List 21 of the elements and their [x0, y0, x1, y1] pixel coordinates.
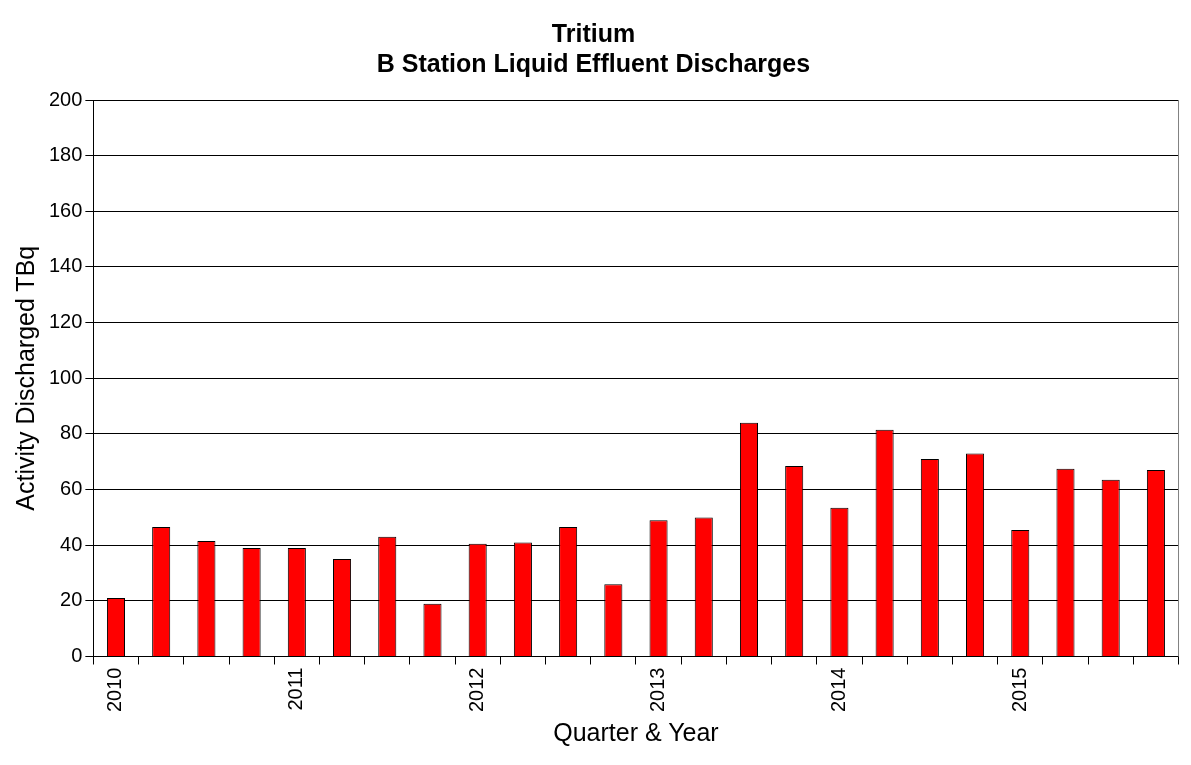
text: Tritium — [551, 18, 636, 47]
x-tick-label: 2013 — [646, 667, 669, 713]
x-tick-label: 2011 — [284, 667, 307, 711]
text: B Station Liquid Effluent Discharges — [376, 48, 811, 77]
y-tick-label: 20 — [60, 588, 83, 611]
y-tick-label: 0 — [71, 644, 83, 667]
x-tick-label: 2015 — [1007, 667, 1030, 713]
x-tick-label: 2010 — [103, 667, 126, 713]
y-tick-label: 120 — [48, 310, 83, 333]
y-tick-label: 100 — [48, 365, 83, 388]
y-tick-label: 180 — [48, 143, 83, 166]
y-tick-label: 60 — [60, 477, 83, 500]
y-tick-label: 40 — [60, 532, 83, 555]
y-tick-label: 140 — [48, 254, 83, 277]
x-tick-label: 2014 — [826, 667, 849, 713]
y-axis-title: Activity Discharged TBq — [10, 245, 39, 511]
y-tick-label: 160 — [48, 198, 83, 221]
y-tick-label: 80 — [60, 421, 83, 444]
y-tick-label: 200 — [48, 87, 83, 110]
x-axis-title: Quarter & Year — [553, 717, 719, 746]
x-tick-label: 2012 — [465, 667, 488, 713]
